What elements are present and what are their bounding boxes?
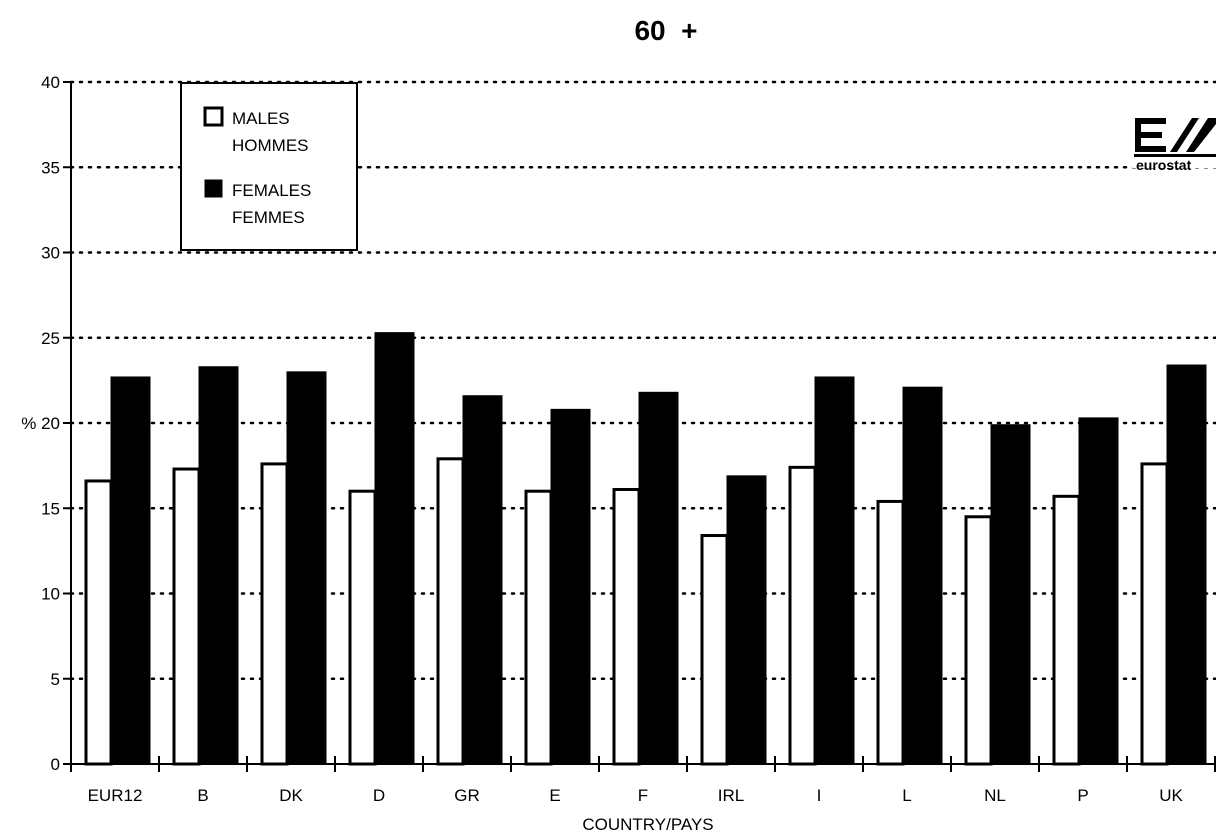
bar-males-EUR12 xyxy=(84,479,113,766)
legend-label-males-line1: MALES xyxy=(232,109,290,128)
x-tick-label-E: E xyxy=(549,786,560,805)
bar-females-B xyxy=(198,366,239,765)
bar-males-L xyxy=(876,499,905,766)
bar-females-EUR12 xyxy=(110,376,151,765)
x-tick-label-NL: NL xyxy=(984,786,1006,805)
x-tick-label-L: L xyxy=(902,786,911,805)
bar-females-I xyxy=(814,376,855,765)
y-tick-label-5: 5 xyxy=(51,670,60,689)
x-tick-label-B: B xyxy=(197,786,208,805)
y-tick-label-10: 10 xyxy=(41,585,60,604)
bar-females-E xyxy=(550,408,591,765)
legend-swatch-males xyxy=(203,106,224,127)
bar-females-DK xyxy=(286,371,327,765)
x-tick-label-D: D xyxy=(373,786,385,805)
x-axis-title: COUNTRY/PAYS xyxy=(582,815,713,834)
bar-females-UK xyxy=(1166,364,1207,765)
bar-males-DK xyxy=(260,462,289,766)
y-tick-label-0: 0 xyxy=(51,755,60,774)
legend-label-females-line2: FEMMES xyxy=(232,208,305,227)
y-tick-labels: 0 5 10 15 % 20 25 30 35 40 xyxy=(21,73,60,774)
bar-females-D xyxy=(374,332,415,765)
x-tick-label-GR: GR xyxy=(454,786,480,805)
legend-swatch-females xyxy=(204,179,223,198)
legend-label-females-line1: FEMALES xyxy=(232,181,311,200)
x-tick-label-P: P xyxy=(1077,786,1088,805)
eurostat-logo-text: eurostat xyxy=(1136,157,1192,173)
x-tick-label-IRL: IRL xyxy=(718,786,744,805)
y-tick-label-40: 40 xyxy=(41,73,60,92)
bar-females-NL xyxy=(990,424,1031,765)
legend: MALES HOMMES FEMALES FEMMES xyxy=(180,82,358,251)
x-tick-label-F: F xyxy=(638,786,648,805)
bar-females-L xyxy=(902,386,943,765)
bar-males-GR xyxy=(436,457,465,766)
y-tick-label-35: 35 xyxy=(41,158,60,177)
bar-females-GR xyxy=(462,395,503,765)
x-tick-label-DK: DK xyxy=(279,786,303,805)
y-tick-label-15: 15 xyxy=(41,499,60,518)
legend-label-males-line2: HOMMES xyxy=(232,136,309,155)
bar-males-NL xyxy=(964,515,993,766)
axes xyxy=(63,81,1216,772)
chart-title: 60 + xyxy=(634,15,697,46)
bar-males-UK xyxy=(1140,462,1169,766)
eurostat-logo: eurostat xyxy=(1132,112,1216,173)
bar-males-I xyxy=(788,465,817,766)
bar-males-IRL xyxy=(700,534,729,766)
x-tick-label-EUR12: EUR12 xyxy=(88,786,143,805)
bar-males-P xyxy=(1052,494,1081,766)
x-tick-label-UK: UK xyxy=(1159,786,1183,805)
x-tick-label-I: I xyxy=(817,786,822,805)
bar-males-D xyxy=(348,489,377,766)
bars xyxy=(84,332,1207,766)
bar-males-E xyxy=(524,489,553,766)
bar-females-F xyxy=(638,391,679,765)
y-tick-label-20: % 20 xyxy=(21,414,60,433)
y-tick-label-25: 25 xyxy=(41,329,60,348)
bar-males-B xyxy=(172,467,201,766)
bar-males-F xyxy=(612,487,641,766)
eurostat-logo-mark xyxy=(1135,118,1216,152)
x-tick-labels: EUR12 B DK D GR E F IRL I L NL P UK xyxy=(88,786,1184,805)
y-tick-label-30: 30 xyxy=(41,244,60,263)
bar-females-P xyxy=(1078,417,1119,765)
bar-females-IRL xyxy=(726,475,767,765)
